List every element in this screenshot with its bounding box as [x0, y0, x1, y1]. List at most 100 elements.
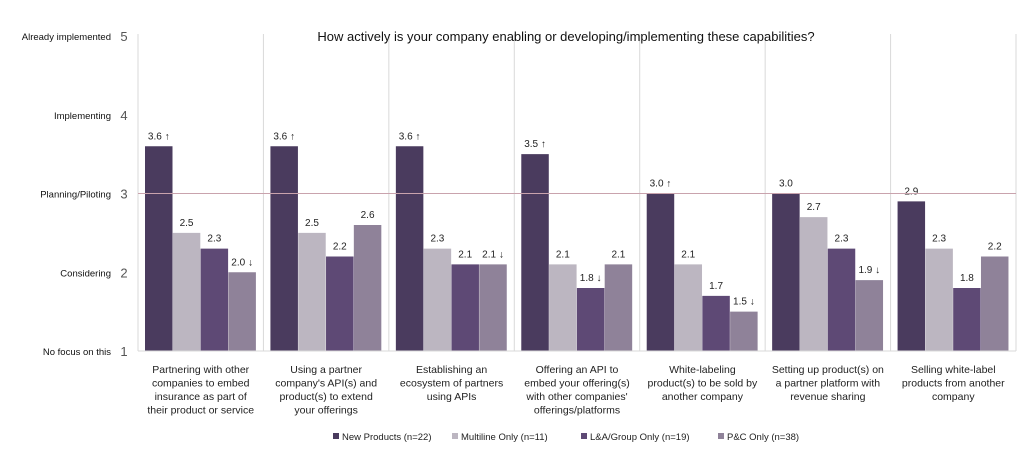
data-label: 3.0 ↑ [650, 179, 672, 190]
bar [326, 256, 354, 351]
bar [145, 146, 173, 351]
data-label: 3.6 ↑ [273, 131, 295, 142]
x-tick-label-line: Offering an API to [536, 364, 619, 376]
x-tick-label-line: another company [662, 391, 744, 403]
y-tick-name: Already implemented [22, 32, 111, 43]
data-label: 3.0 [779, 179, 793, 190]
x-tick-label-line: revenue sharing [790, 391, 865, 403]
y-tick-label: 2 [120, 265, 127, 280]
data-label: 2.1 ↓ [482, 249, 504, 260]
data-label: 1.8 ↓ [580, 273, 602, 284]
x-tick-label-line: White-labeling [669, 364, 736, 376]
bar [549, 264, 577, 351]
y-tick-label: 5 [120, 29, 127, 44]
legend-swatch [581, 433, 587, 439]
bar [855, 280, 884, 351]
bar [604, 264, 633, 351]
data-label: 2.5 [305, 218, 319, 229]
data-label: 1.8 [960, 273, 974, 284]
legend-swatch [333, 433, 339, 439]
bar [353, 225, 382, 351]
legend-label: P&C Only (n=38) [727, 432, 799, 443]
bar [298, 232, 326, 351]
bar [200, 248, 229, 351]
bar [897, 201, 926, 351]
bar [395, 146, 424, 351]
bar [925, 248, 953, 351]
data-label: 2.2 [333, 242, 347, 253]
x-tick-label-line: offerings/platforms [534, 405, 620, 417]
bar [451, 264, 479, 351]
data-label: 2.6 [361, 210, 375, 221]
bar [172, 232, 201, 351]
y-tick-label: 1 [120, 344, 127, 359]
data-label: 2.1 [556, 249, 570, 260]
x-tick-label-line: Partnering with other [152, 364, 249, 376]
legend-swatch [452, 433, 458, 439]
bar [521, 154, 549, 351]
x-tick-label-line: company [932, 391, 975, 403]
bar [576, 288, 605, 351]
y-tick-name: Considering [60, 268, 111, 279]
data-label: 3.6 ↑ [399, 131, 421, 142]
data-label: 1.9 ↓ [858, 265, 880, 276]
x-tick-label-line: product(s) to extend [279, 391, 373, 403]
x-tick-label: Establishing an ecosystem of partners usin… [400, 364, 503, 403]
y-tick-name: Implementing [54, 111, 111, 122]
data-label: 2.3 [207, 234, 221, 245]
data-label: 2.1 [611, 249, 625, 260]
bar [674, 264, 703, 351]
data-label: 2.7 [807, 202, 821, 213]
bar [702, 295, 730, 351]
bar [270, 146, 298, 351]
bar [772, 193, 800, 351]
y-tick-label: 3 [120, 187, 127, 202]
data-label: 2.3 [835, 234, 849, 245]
x-tick-label-line: Setting up product(s) on [772, 364, 884, 376]
bar [423, 248, 452, 351]
data-label: 2.3 [430, 234, 444, 245]
data-label: 1.7 [709, 281, 723, 292]
x-tick-label: Offering an API to embed your offering(s)… [524, 364, 629, 417]
data-label: 2.1 [458, 249, 472, 260]
data-label: 2.2 [988, 242, 1002, 253]
data-label: 2.9 [904, 186, 918, 197]
data-label: 2.3 [932, 234, 946, 245]
bar [799, 217, 828, 351]
x-tick-label-line: company's API(s) and [275, 378, 377, 390]
x-tick-label: Setting up product(s) on a partner platfo… [772, 364, 884, 403]
chart-title: How actively is your company enabling or… [317, 29, 814, 44]
x-tick-label-line: embed your offering(s) [524, 378, 629, 390]
bar [479, 264, 507, 351]
x-tick-label-line: product(s) to be sold by [648, 378, 758, 390]
bar [228, 272, 256, 351]
x-tick-label-line: Selling white-label [911, 364, 996, 376]
data-label: 2.5 [180, 218, 194, 229]
legend-label: L&A/Group Only (n=19) [590, 432, 690, 443]
legend-swatch [718, 433, 724, 439]
x-tick-label-line: products from another [902, 378, 1005, 390]
x-tick-label: Partnering with other companies to embed i… [147, 364, 254, 417]
x-tick-label-line: your offerings [294, 405, 357, 417]
x-tick-label: Selling white-label products from another… [902, 364, 1005, 403]
x-tick-label-line: insurance as part of [155, 391, 247, 403]
data-label: 3.5 ↑ [524, 139, 546, 150]
x-tick-label-line: with other companies' [525, 391, 627, 403]
x-tick-label-line: their product or service [147, 405, 254, 417]
x-tick-label-line: companies to embed [152, 378, 250, 390]
bar [646, 193, 675, 351]
legend-label: Multiline Only (n=11) [461, 432, 548, 443]
legend-label: New Products (n=22) [342, 432, 432, 443]
bar [730, 311, 758, 351]
bar [953, 288, 981, 351]
data-label: 3.6 ↑ [148, 131, 170, 142]
data-label: 1.5 ↓ [733, 297, 755, 308]
data-label: 2.0 ↓ [231, 257, 253, 268]
data-label: 2.1 [681, 249, 695, 260]
x-tick-label-line: a partner platform with [776, 378, 881, 390]
x-tick-label: White-labeling product(s) to be sold by an… [648, 364, 758, 403]
bar [980, 256, 1009, 351]
x-tick-label: Using a partner company's API(s) and produ… [275, 364, 377, 417]
